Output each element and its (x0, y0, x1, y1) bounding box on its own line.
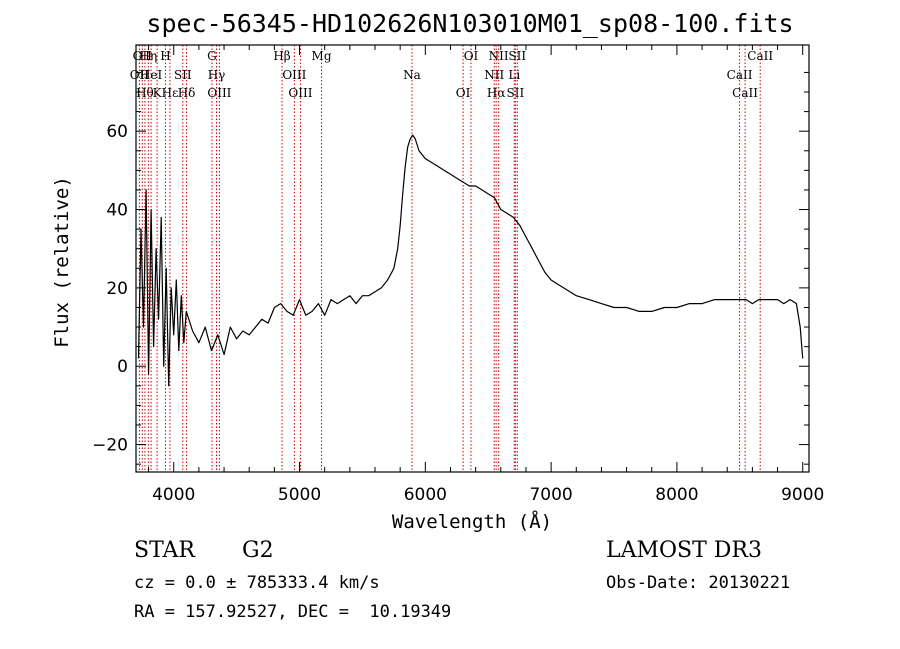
spectral-line-label-1: OII (133, 49, 153, 63)
x-tick-label-5: 9000 (781, 485, 824, 505)
y-tick-label-3: 40 (106, 201, 128, 221)
chart-title: spec-56345-HD102626N103010M01_sp08-100.f… (146, 9, 793, 38)
x-axis-label: Wavelength (Å) (392, 510, 552, 533)
coords-text: RA = 157.92527, DEC = 10.19349 (134, 602, 452, 622)
spectral-line-label-25: SII (508, 49, 526, 63)
spectral-line-label-8: SII (174, 68, 192, 82)
object-subclass: G2 (242, 538, 274, 563)
spectral-line-label-22: NII (489, 49, 509, 63)
spectral-line-label-6: H (160, 49, 170, 63)
spectral-line-label-20: NII (484, 68, 504, 82)
x-tick-label-1: 5000 (278, 485, 321, 505)
spectral-line-label-4: HeI (140, 68, 163, 82)
spectral-line-markers: OII OII Hθ Hη HeI K H Hε SII Hδ G Hγ OIII Hβ OIII OIII M… (130, 45, 773, 472)
spectral-line-label-18: OI (456, 86, 471, 100)
spectral-line-label-21: Hα (487, 86, 506, 100)
spectrum-series (137, 134, 804, 387)
obs-date-text: Obs-Date: 20130221 (606, 573, 791, 593)
spectral-line-label-10: G (207, 49, 217, 63)
plot-frame (135, 44, 810, 473)
redshift-text: cz = 0.0 ± 785333.4 km/s (134, 573, 380, 593)
spectral-line-label-2: Hθ (136, 86, 154, 100)
survey-name: LAMOST DR3 (606, 538, 762, 563)
y-tick-label-0: −20 (92, 436, 128, 456)
axis-ticks: 4000 5000 6000 7000 8000 9000 −20 0 20 40 60 (92, 45, 824, 505)
spectral-line-label-15: OIII (288, 86, 312, 100)
spectral-line-label-17: Na (403, 68, 421, 82)
spectral-line-label-19: OI (464, 49, 479, 63)
series-line-0 (137, 134, 804, 387)
spectral-line-label-16: Mg (312, 49, 332, 63)
spectral-line-label-13: Hβ (273, 49, 290, 63)
x-tick-label-4: 8000 (655, 485, 698, 505)
spectral-line-label-3: Hη (139, 49, 157, 63)
object-class: STAR (134, 538, 195, 563)
spectral-line-label-23: Li (508, 68, 520, 82)
spectral-line-label-5: K (153, 86, 163, 100)
spectral-line-label-27: CaII (732, 86, 758, 100)
spectral-line-label-7: Hε (162, 86, 179, 100)
spectral-line-label-11: Hγ (208, 68, 226, 82)
y-tick-label-1: 0 (117, 357, 128, 377)
spectral-line-label-12: OIII (207, 86, 231, 100)
y-tick-label-2: 20 (106, 279, 128, 299)
spectral-line-label-26: CaII (727, 68, 753, 82)
spectral-line-label-14: OIII (282, 68, 306, 82)
x-tick-label-0: 4000 (152, 485, 195, 505)
y-axis-label: Flux (relative) (51, 176, 73, 348)
x-tick-label-3: 7000 (529, 485, 572, 505)
spectral-line-label-24: SII (507, 86, 525, 100)
x-tick-label-2: 6000 (404, 485, 447, 505)
spectral-line-label-9: Hδ (178, 86, 196, 100)
spectral-line-label-0: OII (130, 68, 150, 82)
spectral-line-label-28: CaII (747, 49, 773, 63)
y-tick-label-4: 60 (106, 122, 128, 142)
